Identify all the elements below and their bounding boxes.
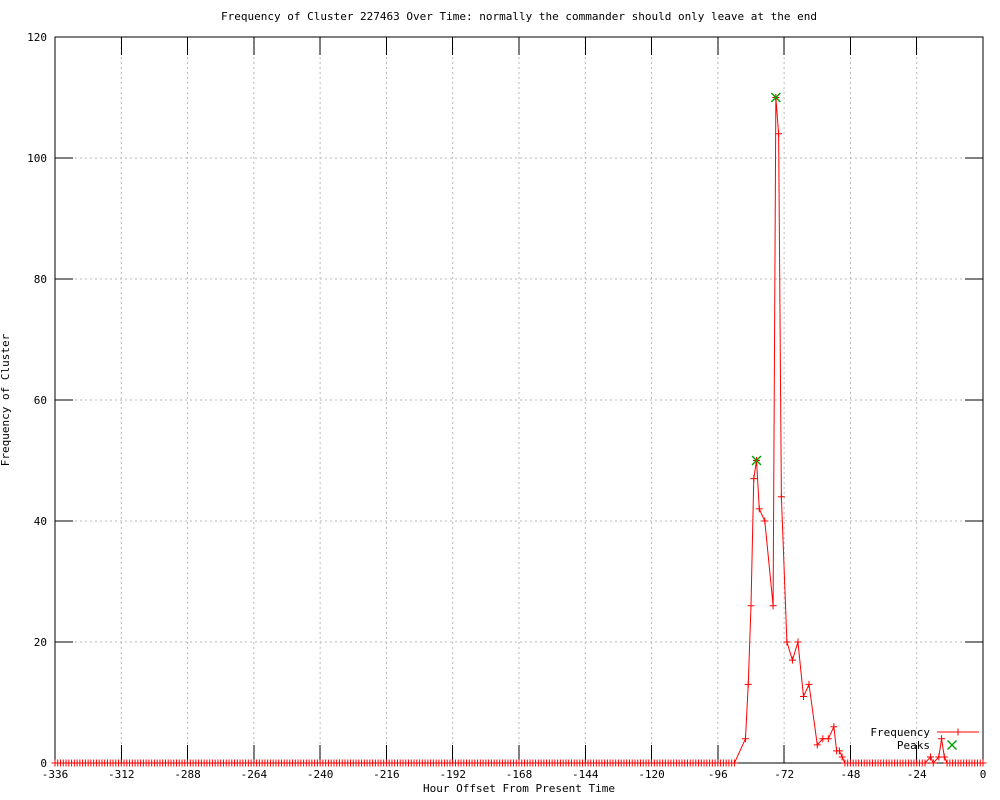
x-tick-label: -240 <box>307 768 334 781</box>
y-tick-labels: 0 20 40 60 80 100 120 <box>27 31 47 770</box>
legend-label-frequency: Frequency <box>870 726 930 739</box>
legend-label-peaks: Peaks <box>897 739 930 752</box>
x-tick-label: -72 <box>774 768 794 781</box>
y-tick-label: 120 <box>27 31 47 44</box>
axis-ticks <box>54 36 984 764</box>
y-tick-label: 100 <box>27 152 47 165</box>
y-tick-label: 0 <box>40 757 47 770</box>
x-tick-label: -24 <box>907 768 927 781</box>
x-tick-label: -336 <box>42 768 69 781</box>
x-tick-label: -192 <box>439 768 466 781</box>
plot-border-rect <box>54 36 984 764</box>
x-tick-label: -96 <box>708 768 728 781</box>
legend-plus-marker-icon <box>954 728 962 736</box>
frequency-series-markers <box>51 94 987 767</box>
peaks-cross-markers <box>751 92 781 466</box>
y-tick-label: 80 <box>34 273 47 286</box>
x-tick-label: -144 <box>572 768 599 781</box>
x-axis-label: Hour Offset From Present Time <box>422 782 616 795</box>
y-tick-label: 20 <box>34 636 47 649</box>
y-tick-label: 40 <box>34 515 47 528</box>
legend-cross-marker-icon <box>947 740 957 750</box>
x-tick-label: -312 <box>108 768 135 781</box>
plot-border <box>54 36 984 764</box>
x-tick-label: -288 <box>174 768 201 781</box>
x-tick-label: -216 <box>373 768 400 781</box>
frequency-plus-markers <box>51 94 987 767</box>
peaks-series-markers <box>751 92 781 466</box>
x-tick-label: 0 <box>980 768 987 781</box>
y-tick-label: 60 <box>34 394 47 407</box>
x-tick-labels: -336 -312 -288 -264 -240 -216 -192 -168 -144 -120… <box>42 768 987 781</box>
x-tick-label: -120 <box>638 768 665 781</box>
x-tick-label: -168 <box>506 768 533 781</box>
grid-lines <box>55 37 983 763</box>
x-tick-label: -48 <box>840 768 860 781</box>
chart-title: Frequency of Cluster 227463 Over Time: n… <box>220 10 818 23</box>
x-tick-label: -264 <box>241 768 268 781</box>
